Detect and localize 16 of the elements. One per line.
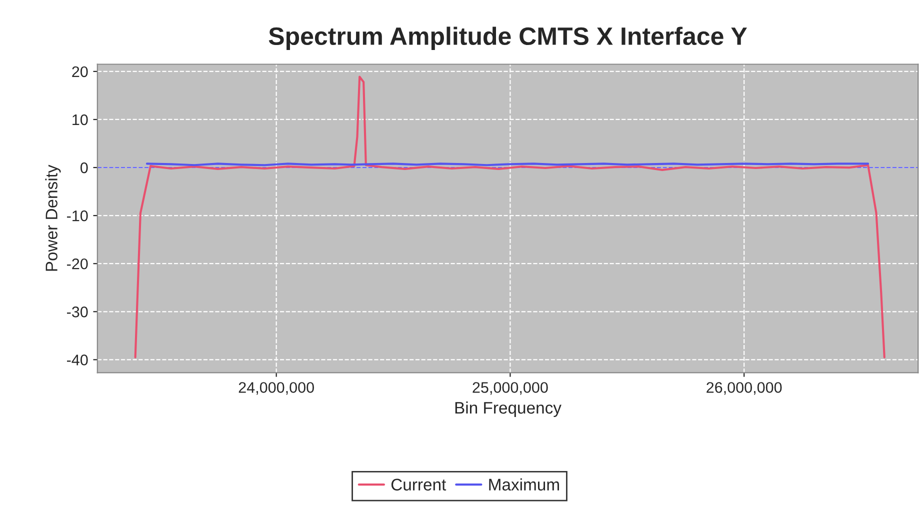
x-axis-title: Bin Frequency	[455, 401, 562, 418]
chart-title: Spectrum Amplitude CMTS X Interface Y	[268, 26, 747, 50]
line-series	[134, 76, 886, 358]
y-tick-label: -10	[66, 210, 88, 222]
y-axis-title: Power Density	[45, 164, 61, 271]
y-tick-label: 20	[72, 66, 88, 78]
x-tick-label: 25,000,000	[472, 382, 548, 395]
y-tick-label: -20	[66, 258, 88, 270]
x-tick-label: 24,000,000	[238, 382, 314, 395]
legend-label: Current	[391, 478, 446, 491]
y-tick-label: -30	[66, 306, 88, 318]
y-tick-label: 0	[80, 162, 88, 174]
x-tick-label: 26,000,000	[706, 382, 782, 395]
y-tick-label: 10	[72, 114, 88, 126]
y-tick-label: -40	[66, 354, 88, 366]
legend-label: Maximum	[489, 478, 559, 491]
